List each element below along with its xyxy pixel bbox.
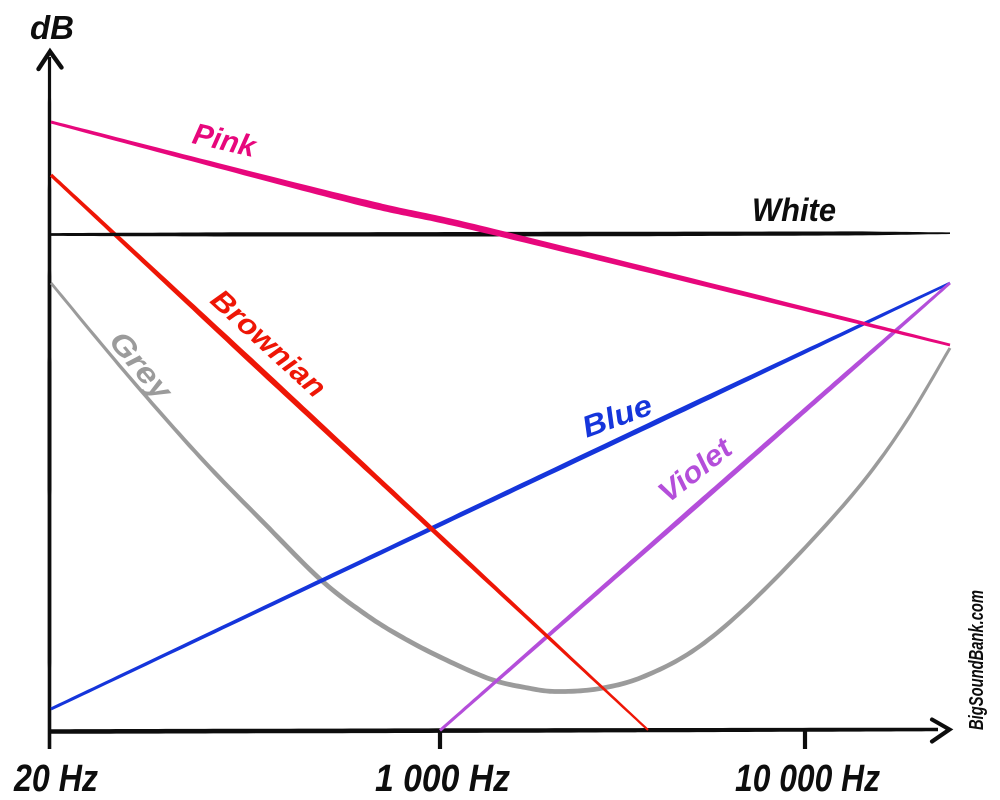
svg-text:10 000 Hz: 10 000 Hz <box>735 758 880 800</box>
svg-text:1 000 Hz: 1 000 Hz <box>375 758 510 800</box>
svg-text:dB: dB <box>30 9 74 46</box>
svg-text:White: White <box>752 192 836 228</box>
svg-text:BigSoundBank.com: BigSoundBank.com <box>966 590 988 730</box>
svg-text:20 Hz: 20 Hz <box>13 758 98 800</box>
